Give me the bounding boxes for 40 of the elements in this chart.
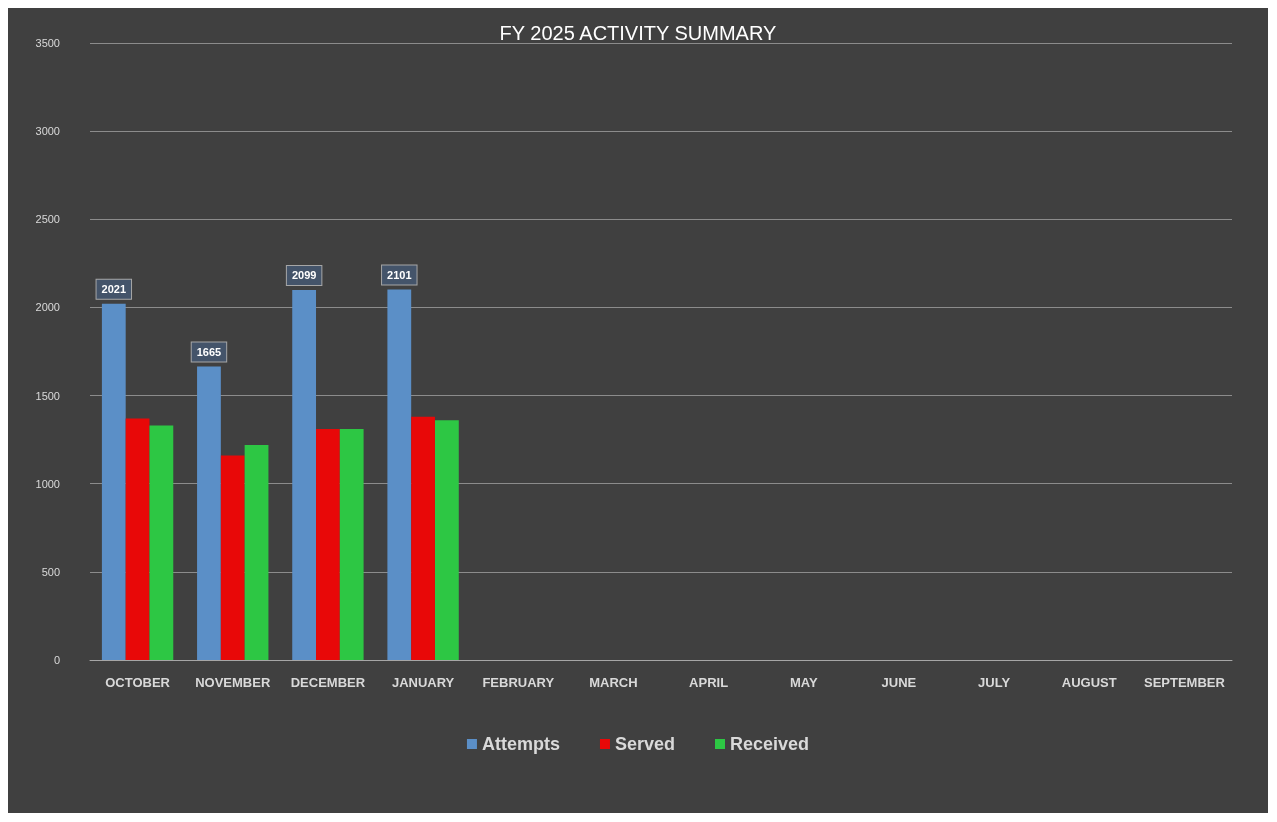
data-label: 2021: [101, 283, 127, 296]
bar: [197, 366, 221, 660]
bar: [387, 289, 412, 660]
bar: [244, 444, 269, 660]
bar: [316, 429, 340, 660]
bar: [220, 455, 245, 660]
y-tick-label: 1500: [35, 389, 60, 402]
legend-label: Received: [730, 734, 810, 754]
bar: [149, 425, 174, 660]
legend-label: Served: [614, 734, 675, 754]
chart-title: FY 2025 ACTIVITY SUMMARY: [499, 22, 777, 44]
x-tick-label: NOVEMBER: [195, 675, 271, 690]
x-tick-label: JULY: [978, 675, 1011, 690]
data-label: 2099: [291, 269, 317, 282]
y-tick-label: 1000: [35, 477, 60, 490]
x-tick-label: SEPTEMBER: [1143, 675, 1226, 690]
x-tick-label: JUNE: [881, 675, 917, 690]
x-tick-label: MARCH: [589, 675, 638, 690]
bar: [411, 416, 435, 660]
y-tick-label: 3000: [35, 125, 60, 138]
x-tick-label: JANUARY: [391, 675, 455, 690]
x-tick-label: MAY: [789, 675, 818, 690]
bar: [339, 429, 364, 660]
y-tick-label: 0: [53, 654, 60, 666]
y-tick-label: 3500: [35, 37, 60, 49]
x-tick-label: APRIL: [689, 675, 729, 690]
x-tick-label: OCTOBER: [105, 675, 171, 690]
legend-label: Attempts: [481, 734, 560, 754]
y-tick-label: 2500: [35, 213, 60, 226]
data-label: 2101: [387, 269, 412, 282]
bar: [434, 420, 459, 660]
data-label: 1665: [196, 345, 222, 358]
y-tick-label: 2000: [35, 301, 60, 314]
x-tick-label: DECEMBER: [290, 675, 366, 690]
x-tick-label: FEBRUARY: [482, 675, 555, 690]
bar: [101, 303, 126, 660]
bar: [125, 418, 150, 660]
x-tick-label: AUGUST: [1061, 675, 1117, 690]
bar: [292, 289, 317, 660]
y-tick-label: 500: [41, 565, 60, 578]
